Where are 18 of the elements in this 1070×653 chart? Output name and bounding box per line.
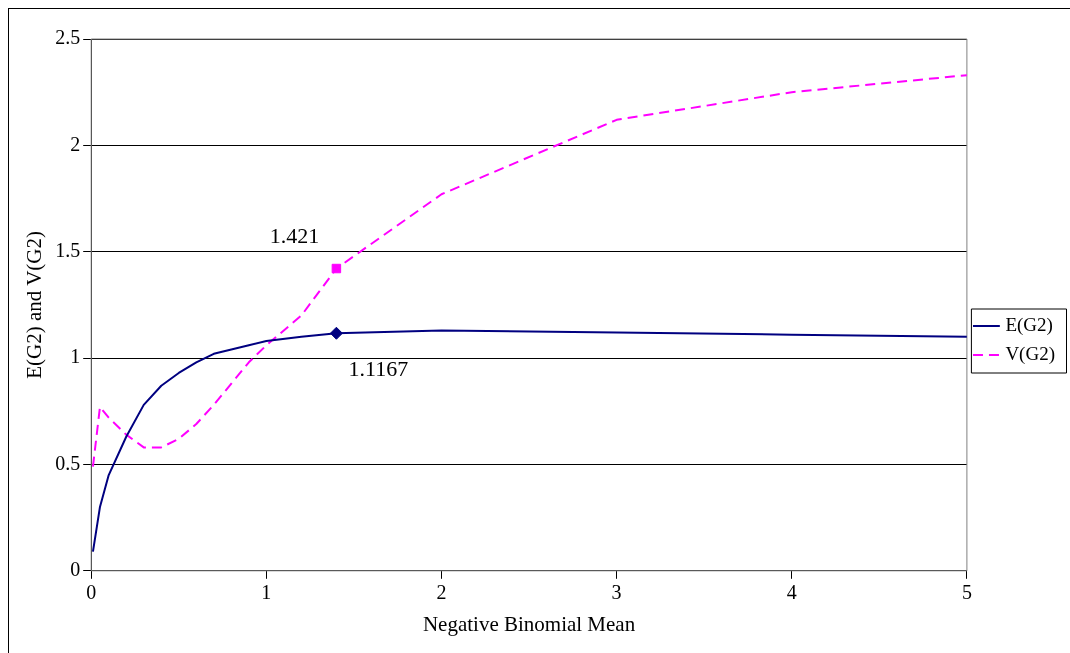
x-tick-label: 3 — [611, 581, 622, 604]
legend-label: E(G2) — [1005, 313, 1053, 336]
x-tick-label: 5 — [961, 581, 972, 604]
data-label: 1.421 — [269, 223, 320, 249]
x-tick-label: 1 — [261, 581, 272, 604]
y-tick-label: 1.5 — [55, 238, 81, 261]
y-tick-label: 1 — [70, 345, 81, 368]
y-axis-title: E(G2) and V(G2) — [22, 231, 47, 379]
x-tick-label: 4 — [786, 581, 797, 604]
legend-label: V(G2) — [1005, 342, 1056, 365]
y-tick-label: 0 — [70, 558, 81, 581]
y-tick-label: 0.5 — [55, 451, 81, 474]
y-tick-label: 2.5 — [55, 26, 81, 49]
x-tick-label: 0 — [86, 581, 97, 604]
data-label: 1.1167 — [348, 356, 409, 382]
x-axis-title: Negative Binomial Mean — [422, 611, 636, 636]
x-tick-label: 2 — [436, 581, 447, 604]
y-tick-label: 2 — [70, 132, 81, 155]
